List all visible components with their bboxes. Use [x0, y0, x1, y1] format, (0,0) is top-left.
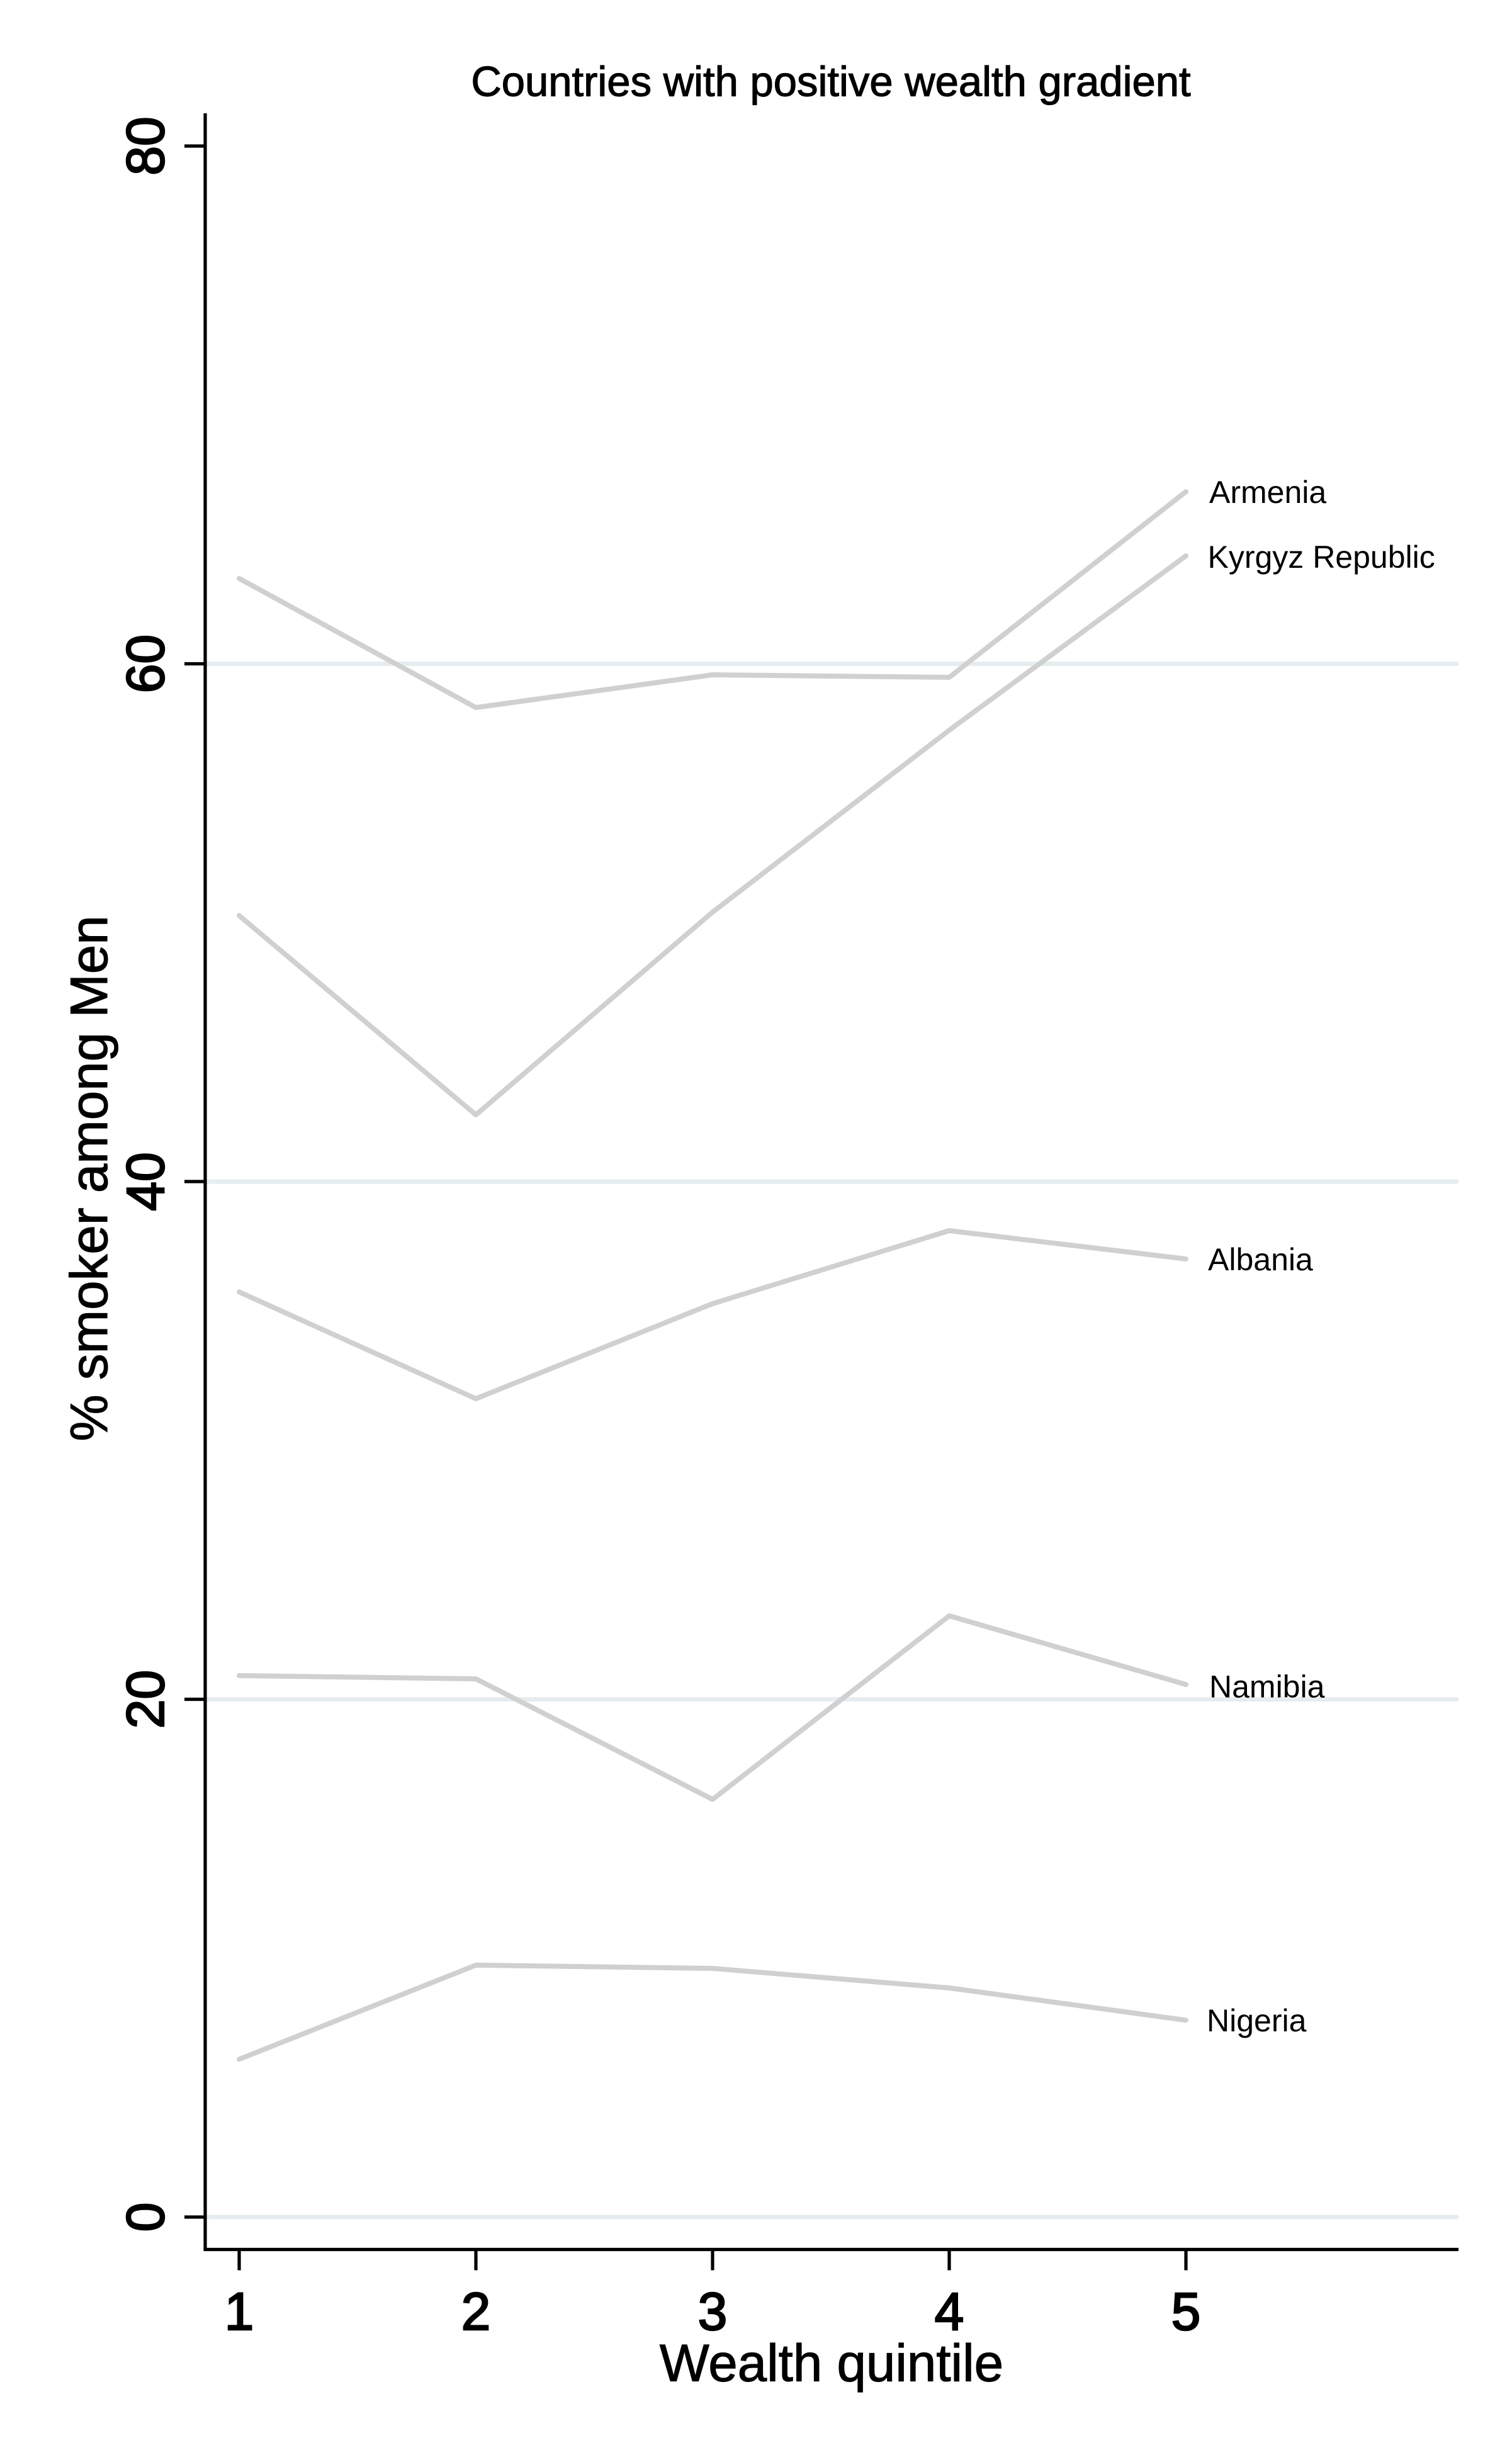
svg-text:60: 60: [116, 635, 175, 693]
svg-text:Namibia: Namibia: [1209, 1669, 1325, 1704]
svg-text:5: 5: [1171, 2282, 1201, 2341]
svg-text:% smoker among Men: % smoker among Men: [59, 915, 118, 1441]
svg-text:4: 4: [935, 2282, 964, 2341]
svg-text:80: 80: [116, 116, 175, 175]
svg-text:Wealth quintile: Wealth quintile: [660, 2334, 1003, 2393]
svg-text:2: 2: [461, 2282, 491, 2341]
svg-text:Nigeria: Nigeria: [1207, 2003, 1307, 2038]
svg-text:1: 1: [225, 2282, 254, 2341]
svg-text:Albania: Albania: [1208, 1242, 1313, 1277]
svg-text:3: 3: [698, 2282, 728, 2341]
svg-text:20: 20: [116, 1670, 175, 1729]
svg-text:Armenia: Armenia: [1209, 475, 1326, 510]
svg-text:40: 40: [116, 1152, 175, 1211]
svg-text:Kyrgyz Republic: Kyrgyz Republic: [1208, 539, 1435, 575]
svg-text:Countries with positive wealth: Countries with positive wealth gradient: [471, 59, 1191, 106]
svg-text:0: 0: [116, 2203, 175, 2232]
